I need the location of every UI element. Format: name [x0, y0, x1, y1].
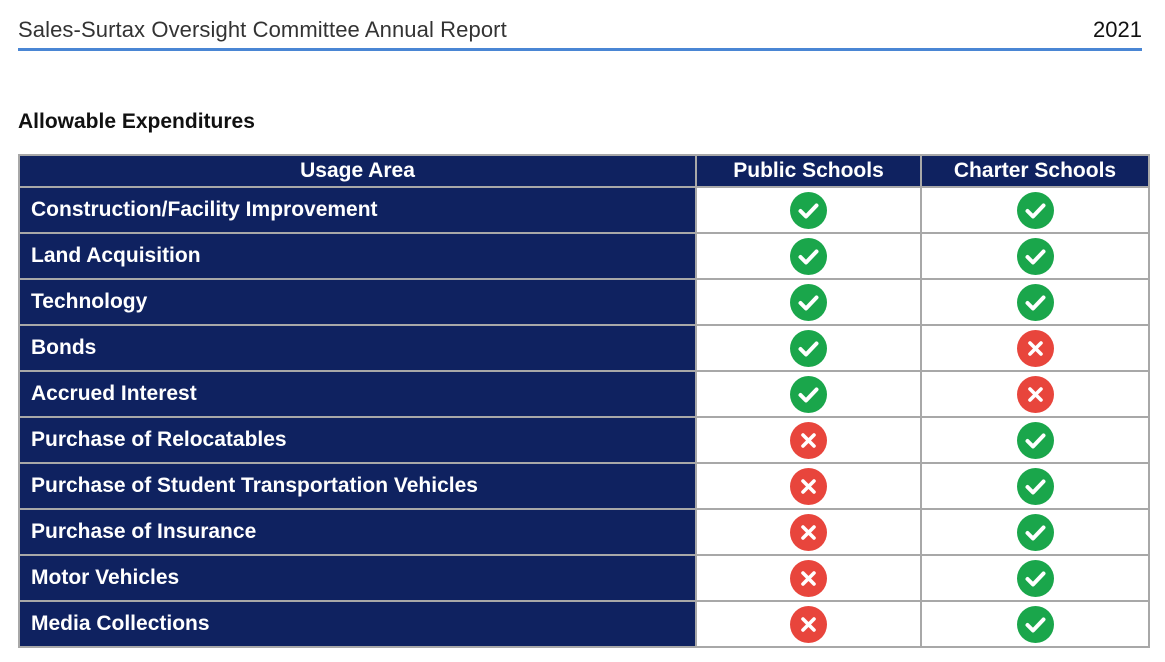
usage-area-label: Technology: [18, 278, 697, 326]
x-circle-icon: [790, 513, 827, 551]
report-header: Sales-Surtax Oversight Committee Annual …: [18, 14, 1142, 51]
report-year: 2021: [1093, 17, 1142, 42]
usage-area-label: Purchase of Relocatables: [18, 416, 697, 464]
x-circle-icon: [790, 559, 827, 597]
table-row: Media Collections: [18, 600, 1150, 648]
table-row: Technology: [18, 278, 1150, 326]
table-row: Purchase of Student Transportation Vehic…: [18, 462, 1150, 510]
public-schools-cell: [695, 278, 922, 326]
public-schools-cell: [695, 324, 922, 372]
check-circle-icon: [1016, 237, 1054, 275]
charter-schools-cell: [920, 232, 1150, 280]
charter-schools-cell: [920, 186, 1150, 234]
x-circle-icon: [790, 467, 827, 505]
public-schools-cell: [695, 600, 922, 648]
column-header-public-schools: Public Schools: [695, 154, 922, 188]
check-circle-icon: [790, 329, 827, 367]
table-row: Purchase of Insurance: [18, 508, 1150, 556]
table-row: Construction/Facility Improvement: [18, 186, 1150, 234]
usage-area-label: Land Acquisition: [18, 232, 697, 280]
x-circle-icon: [1016, 375, 1054, 413]
x-circle-icon: [790, 605, 827, 643]
public-schools-cell: [695, 554, 922, 602]
usage-area-label: Accrued Interest: [18, 370, 697, 418]
expenditures-table: Usage Area Public Schools Charter School…: [18, 154, 1150, 648]
charter-schools-cell: [920, 462, 1150, 510]
check-circle-icon: [1016, 513, 1054, 551]
check-circle-icon: [790, 237, 827, 275]
table-body: Construction/Facility Improvement Land Ac…: [18, 186, 1150, 648]
usage-area-label: Bonds: [18, 324, 697, 372]
usage-area-label: Construction/Facility Improvement: [18, 186, 697, 234]
column-header-charter-schools: Charter Schools: [920, 154, 1150, 188]
usage-area-label: Media Collections: [18, 600, 697, 648]
table-row: Purchase of Relocatables: [18, 416, 1150, 464]
public-schools-cell: [695, 416, 922, 464]
check-circle-icon: [790, 283, 827, 321]
public-schools-cell: [695, 186, 922, 234]
public-schools-cell: [695, 508, 922, 556]
check-circle-icon: [1016, 421, 1054, 459]
column-header-usage-area: Usage Area: [18, 154, 697, 188]
report-title: Sales-Surtax Oversight Committee Annual …: [18, 17, 507, 42]
charter-schools-cell: [920, 278, 1150, 326]
table-header-row: Usage Area Public Schools Charter School…: [18, 154, 1150, 188]
charter-schools-cell: [920, 416, 1150, 464]
check-circle-icon: [1016, 559, 1054, 597]
public-schools-cell: [695, 370, 922, 418]
x-circle-icon: [1016, 329, 1054, 367]
check-circle-icon: [790, 191, 827, 229]
check-circle-icon: [1016, 605, 1054, 643]
charter-schools-cell: [920, 508, 1150, 556]
table-row: Accrued Interest: [18, 370, 1150, 418]
usage-area-label: Purchase of Insurance: [18, 508, 697, 556]
public-schools-cell: [695, 232, 922, 280]
usage-area-label: Motor Vehicles: [18, 554, 697, 602]
check-circle-icon: [790, 375, 827, 413]
table-row: Land Acquisition: [18, 232, 1150, 280]
charter-schools-cell: [920, 324, 1150, 372]
charter-schools-cell: [920, 554, 1150, 602]
section-title: Allowable Expenditures: [18, 110, 255, 133]
check-circle-icon: [1016, 191, 1054, 229]
public-schools-cell: [695, 462, 922, 510]
x-circle-icon: [790, 421, 827, 459]
charter-schools-cell: [920, 370, 1150, 418]
table-row: Motor Vehicles: [18, 554, 1150, 602]
usage-area-label: Purchase of Student Transportation Vehic…: [18, 462, 697, 510]
table-row: Bonds: [18, 324, 1150, 372]
charter-schools-cell: [920, 600, 1150, 648]
check-circle-icon: [1016, 467, 1054, 505]
check-circle-icon: [1016, 283, 1054, 321]
